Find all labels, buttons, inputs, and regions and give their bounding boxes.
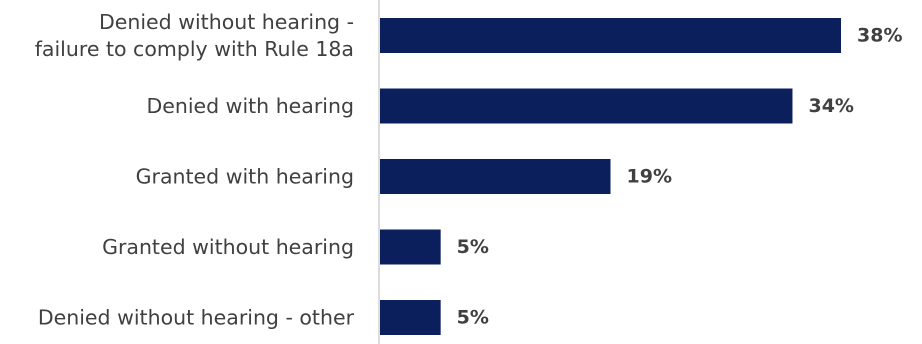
value-labels-group: 38% 34% 19% 5% 5% xyxy=(457,25,903,329)
category-label-0: Denied without hearing - failure to compl… xyxy=(35,10,354,61)
bar-0 xyxy=(380,18,841,53)
bar-1 xyxy=(380,88,793,124)
category-label-line-4-0: Denied without hearing - other xyxy=(38,306,355,330)
value-label-4: 5% xyxy=(457,307,489,329)
category-label-3: Granted without hearing xyxy=(102,235,354,259)
category-label-line-1-0: Denied with hearing xyxy=(146,94,354,118)
bar-4 xyxy=(380,300,441,335)
category-label-line-0-0: Denied without hearing - xyxy=(99,10,354,34)
value-label-3: 5% xyxy=(457,236,489,258)
category-label-2: Granted with hearing xyxy=(136,165,354,189)
category-label-line-2-0: Granted with hearing xyxy=(136,165,354,189)
category-label-1: Denied with hearing xyxy=(146,94,354,118)
category-label-4: Denied without hearing - other xyxy=(38,306,355,330)
value-label-1: 34% xyxy=(808,95,853,117)
bars-group xyxy=(380,18,841,335)
category-label-line-3-0: Granted without hearing xyxy=(102,235,354,259)
bar-2 xyxy=(380,159,611,194)
category-labels-group: Denied without hearing - failure to compl… xyxy=(35,10,355,330)
value-label-0: 38% xyxy=(857,25,902,47)
bar-3 xyxy=(380,229,441,265)
category-label-line-0-1: failure to comply with Rule 18a xyxy=(35,37,354,61)
value-label-2: 19% xyxy=(627,166,672,188)
